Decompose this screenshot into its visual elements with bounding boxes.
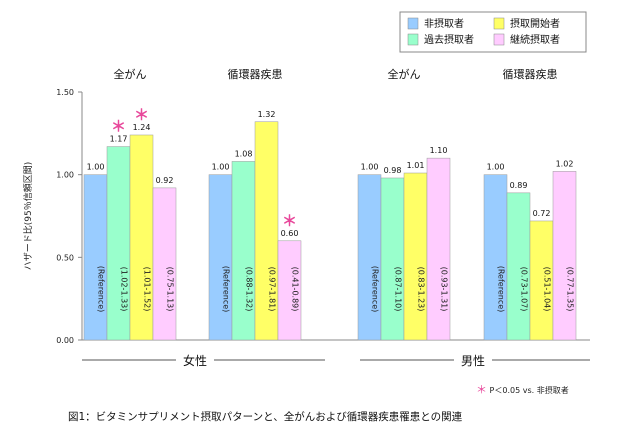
bar-value-label: 0.98 [384, 166, 402, 175]
bar-value-label: 0.72 [533, 209, 551, 218]
bar-value-label: 1.00 [212, 163, 230, 172]
y-tick-label: 1.00 [56, 171, 74, 180]
significance-note: ＊ P＜0.05 vs. 非摂取者 [476, 381, 569, 397]
bar-ci-label: (0.83-1.23) [417, 267, 426, 312]
bar-ci-label: (0.73-1.07) [520, 267, 529, 312]
bar [380, 177, 405, 341]
bar-value-label: 1.08 [235, 149, 253, 158]
y-tick-label: 0.50 [56, 253, 74, 262]
group-label: 循環器疾患 [503, 67, 558, 81]
bar-ci-label: (0.97-1.81) [268, 267, 277, 312]
bars: 1.00(Reference)1.17(1.02-1.33)＊ 1.24(1.01… [83, 106, 577, 341]
bar-ci-label: (0.51-1.04) [543, 267, 552, 312]
bar [483, 174, 508, 341]
bar [208, 174, 233, 341]
significance-star-icon: ＊ [282, 212, 297, 230]
sex-section-male: 男性 [360, 350, 590, 370]
bar-ci-label: (0.75-1.13) [166, 267, 175, 312]
bar-value-label: 1.32 [258, 110, 276, 119]
bar-value-label: 1.00 [361, 163, 379, 172]
bar-ci-label: (1.01-1.52) [143, 267, 152, 312]
bar [426, 157, 451, 341]
legend-label: 継続摂取者 [510, 33, 560, 46]
significance-star-icon: ＊ [111, 118, 126, 136]
significance-note-text: P＜0.05 vs. 非摂取者 [489, 386, 569, 395]
bar-ci-label: (Reference) [97, 266, 106, 313]
bar [231, 161, 256, 341]
bar [403, 172, 428, 341]
bar-value-label: 1.24 [133, 123, 151, 132]
legend-label: 非摂取者 [424, 17, 464, 30]
legend-swatch [493, 17, 505, 30]
bar-value-label: 0.89 [510, 181, 528, 190]
bar-ci-label: (0.77-1.35) [566, 267, 575, 312]
bar-ci-label: (Reference) [371, 266, 380, 313]
sex-label-male: 男性 [461, 354, 485, 368]
group-labels: 全がん 循環器疾患 全がん 循環器疾患 [114, 67, 558, 81]
legend-swatch [493, 33, 505, 46]
bar [277, 240, 302, 341]
bar-value-label: 0.60 [281, 229, 299, 238]
bar-value-label: 1.00 [87, 163, 105, 172]
figure-caption: 図1：ビタミンサプリメント摂取パターンと、全がんおよび循環器疾患罹患との関連 [68, 411, 463, 423]
bar [152, 187, 177, 341]
y-tick-label: 1.50 [56, 88, 74, 97]
y-axis-label: ハザード比(95％信頼区間) [22, 162, 34, 270]
significance-star-icon: ＊ [476, 383, 487, 396]
bar-value-label: 1.10 [430, 146, 448, 155]
bar-ci-label: (Reference) [222, 266, 231, 313]
sex-section-female: 女性 [82, 350, 325, 370]
legend-label: 摂取開始者 [510, 17, 560, 30]
legend-label: 過去摂取者 [424, 33, 474, 46]
significance-star-icon: ＊ [134, 106, 149, 124]
group-label: 循環器疾患 [228, 67, 283, 81]
bar-value-label: 1.01 [407, 161, 425, 170]
bar [254, 121, 279, 341]
bar-ci-label: (0.93-1.31) [440, 267, 449, 312]
bar-value-label: 1.17 [110, 135, 128, 144]
bar-ci-label: (0.41-0.89) [291, 267, 300, 312]
group-label: 全がん [114, 67, 147, 81]
bar-value-label: 1.02 [556, 159, 574, 168]
y-tick-label: 0.00 [56, 336, 74, 345]
bar-ci-label: (0.87-1.10) [394, 267, 403, 312]
group-label: 全がん [388, 67, 421, 81]
legend-swatch [407, 33, 419, 46]
legend-swatch [407, 17, 419, 30]
sex-label-female: 女性 [183, 353, 207, 368]
bar-value-label: 1.00 [487, 163, 505, 172]
bar-ci-label: (1.02-1.33) [120, 267, 129, 312]
bar [83, 174, 108, 341]
bar-ci-label: (0.88-1.32) [245, 267, 254, 312]
bar [552, 171, 577, 341]
bar-ci-label: (Reference) [497, 266, 506, 313]
bar-value-label: 0.92 [156, 176, 174, 185]
bar [357, 174, 382, 341]
